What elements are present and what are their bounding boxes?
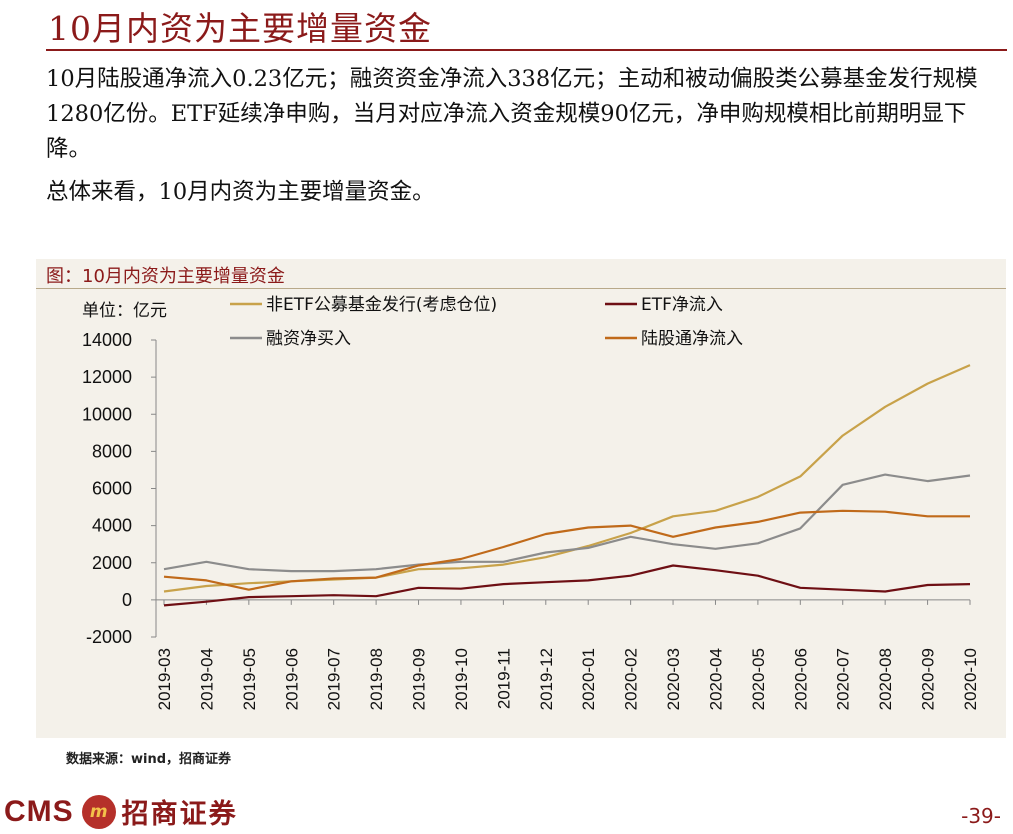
x-tick-label: 2020-01 xyxy=(579,648,598,710)
y-tick-label: 4000 xyxy=(92,516,132,536)
title-divider xyxy=(46,49,1007,51)
data-source-note: 数据来源：wind，招商证券 xyxy=(66,752,232,767)
y-tick-label: 6000 xyxy=(92,479,132,499)
x-tick-label: 2020-07 xyxy=(834,648,853,710)
x-tick-label: 2019-08 xyxy=(367,648,386,710)
x-tick-label: 2019-10 xyxy=(452,648,471,710)
x-tick-label: 2020-08 xyxy=(876,648,895,710)
logo-chinese-text: 招商证券 xyxy=(121,799,238,830)
x-tick-label: 2020-04 xyxy=(706,648,725,710)
x-tick-label: 2020-05 xyxy=(749,648,768,710)
x-tick-label: 2020-02 xyxy=(622,648,641,710)
legend-label: 融资净买入 xyxy=(266,329,351,349)
x-tick-label: 2019-05 xyxy=(240,648,259,710)
y-tick-label: 14000 xyxy=(82,330,132,350)
x-tick-label: 2019-09 xyxy=(410,648,429,710)
page-number: -39- xyxy=(961,804,1001,828)
series-line-2 xyxy=(163,564,971,607)
x-tick-label: 2019-04 xyxy=(197,648,216,710)
summary-paragraph: 10月陆股通净流入0.23亿元；融资资金净流入338亿元；主动和被动偏股类公募基… xyxy=(46,66,978,162)
legend-label: 非ETF公募基金发行(考虑仓位) xyxy=(266,295,497,315)
chart-title: 图：10月内资为主要增量资金 xyxy=(46,266,285,287)
logo-cms-text: CMS xyxy=(4,794,74,828)
y-tick-label: 0 xyxy=(122,590,132,610)
y-tick-label: 8000 xyxy=(92,441,132,461)
y-tick-label: 2000 xyxy=(92,553,132,573)
series-line-3 xyxy=(163,473,971,573)
conclusion-paragraph: 总体来看，10月内资为主要增量资金。 xyxy=(46,179,435,205)
series-line-4 xyxy=(163,509,970,591)
y-tick-label: 10000 xyxy=(82,404,132,424)
x-tick-label: 2020-03 xyxy=(664,648,683,710)
y-tick-label: 12000 xyxy=(82,367,132,387)
legend-label: ETF净流入 xyxy=(641,295,723,315)
page-title: 10月内资为主要增量资金 xyxy=(48,9,432,48)
x-tick-label: 2019-03 xyxy=(155,648,174,710)
logo-mark-icon: m xyxy=(81,794,116,829)
x-tick-label: 2019-07 xyxy=(325,648,344,710)
chart-panel xyxy=(36,259,1006,738)
x-tick-label: 2019-06 xyxy=(282,648,301,710)
x-tick-label: 2020-10 xyxy=(961,648,980,710)
x-tick-label: 2019-12 xyxy=(537,648,556,710)
x-tick-label: 2019-11 xyxy=(494,648,513,709)
y-tick-label: -2000 xyxy=(86,627,132,647)
company-logo: CMS m 招商证券 xyxy=(4,792,238,831)
x-tick-label: 2020-09 xyxy=(919,648,938,710)
x-tick-label: 2020-06 xyxy=(791,648,810,710)
chart-title-divider xyxy=(36,288,1006,289)
chart-unit-label: 单位：亿元 xyxy=(82,301,167,321)
series-line-1 xyxy=(163,364,971,593)
legend-label: 陆股通净流入 xyxy=(641,329,743,349)
